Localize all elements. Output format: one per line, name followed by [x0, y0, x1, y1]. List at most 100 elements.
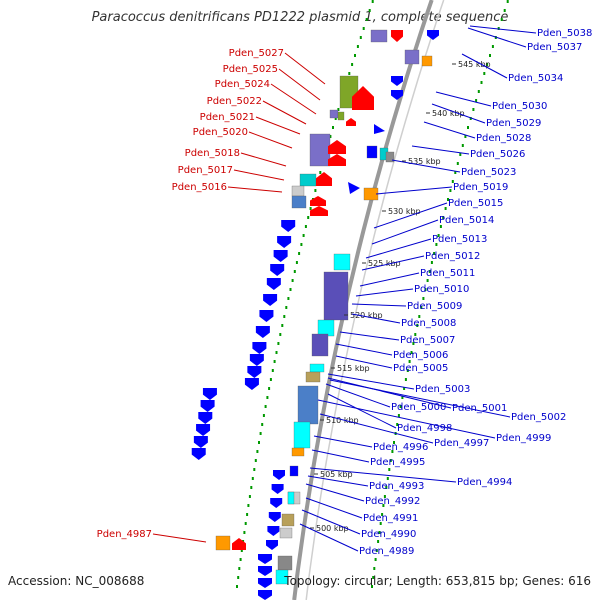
gc-dot-right [433, 252, 436, 255]
leader-line [335, 355, 393, 369]
gc-dot-left [309, 207, 312, 210]
gene-arrow-reverse [277, 236, 292, 248]
gc-dot-left [283, 315, 286, 318]
gc-dot-right [430, 261, 433, 264]
gc-dot-right [500, 18, 503, 21]
leader-line [307, 475, 369, 487]
backbone-inner-line [305, 0, 445, 600]
gc-dot-right [447, 198, 449, 201]
leader-line [233, 169, 285, 181]
gene-label-right: Pden_5034 [508, 73, 563, 84]
leader-line [305, 497, 363, 519]
gc-dot-left [371, 0, 374, 3]
gc-dot-right [412, 342, 415, 345]
gc-dot-right [403, 387, 406, 390]
gene-arrow-reverse [258, 566, 272, 576]
leader-line [152, 533, 207, 543]
gc-dot-left [251, 477, 254, 480]
gc-dot-right [426, 279, 429, 282]
leader-line [339, 331, 400, 341]
gc-dot-right [408, 360, 411, 363]
gene-label-right: Pden_5009 [407, 301, 462, 312]
gene-arrow-forward [391, 30, 403, 42]
gene-label-right: Pden_5030 [492, 101, 547, 112]
scale-label: 520 kbp [350, 311, 383, 320]
gene-arrow-reverse [391, 76, 403, 86]
gene-block [291, 447, 305, 457]
gene-arrow-forward [310, 196, 326, 206]
gene-label-right: Pden_5015 [448, 198, 503, 209]
gene-arrow-reverse [266, 540, 278, 550]
gc-dot-left [337, 108, 340, 111]
gene-arrow-forward [346, 118, 356, 126]
gc-dot-left [291, 279, 294, 282]
leader-line [317, 399, 496, 439]
gc-dot-left [293, 270, 296, 273]
gc-dot-right [381, 513, 384, 516]
gc-dot-left [300, 243, 303, 246]
gc-dot-right [461, 144, 464, 147]
leader-line [411, 145, 470, 155]
leader-line [240, 152, 287, 167]
gc-dot-left [256, 450, 259, 453]
leader-line [299, 523, 359, 552]
gc-dot-right [373, 567, 376, 570]
gc-dot-right [475, 99, 478, 102]
gc-dot-left [244, 522, 247, 525]
gc-dot-right [444, 207, 447, 210]
gene-block [287, 491, 295, 505]
gene-arrow-reverse [270, 264, 285, 276]
gene-label-right: Pden_5002 [511, 412, 566, 423]
leader-line [361, 255, 425, 271]
gc-dot-left [287, 297, 290, 300]
gc-dot-left [275, 351, 278, 354]
gc-dot-right [451, 180, 454, 183]
leader-line [327, 393, 397, 429]
gene-arrow-reverse [191, 448, 206, 460]
leader-line [467, 27, 527, 48]
gene-label-right: Pden_5006 [393, 350, 448, 361]
leader-line [365, 238, 432, 259]
gc-dot-left [319, 171, 322, 174]
gene-label-left: Pden_5021 [200, 112, 255, 123]
gene-arrow-reverse [268, 512, 281, 522]
gc-dot-right [383, 495, 386, 498]
gc-dot-left [250, 486, 253, 489]
gc-dot-right [437, 234, 440, 237]
gc-dot-left [359, 36, 362, 39]
gene-arrow-forward [352, 86, 374, 110]
gc-dot-left [307, 216, 310, 219]
gc-dot-right [418, 315, 421, 318]
gc-dot-right [480, 81, 483, 84]
gc-dot-right [372, 576, 375, 579]
leader-line [435, 91, 492, 107]
leader-line [351, 313, 401, 324]
gene-arrow-reverse [281, 220, 296, 232]
gc-dot-left [281, 324, 284, 327]
leader-line [373, 202, 448, 229]
gene-arrow-reverse [193, 436, 208, 448]
gc-dot-right [469, 117, 472, 120]
gene-label-left: Pden_5027 [229, 48, 284, 59]
scale-label: 530 kbp [388, 207, 421, 216]
gene-label-left: Pden_5020 [193, 127, 248, 138]
scale-label: 510 kbp [326, 416, 359, 425]
gc-dot-left [365, 18, 368, 21]
gene-label-right: Pden_5007 [400, 335, 455, 346]
gene-label-right: Pden_4992 [365, 496, 420, 507]
gene-arrow-reverse [263, 294, 278, 306]
gene-arrow-reverse [200, 400, 215, 412]
gene-arrow-reverse [374, 124, 385, 134]
gc-dot-right [472, 108, 475, 111]
gene-arrow-reverse [258, 590, 272, 600]
gene-label-left: Pden_5022 [207, 96, 262, 107]
gene-label-left: Pden_5025 [223, 64, 278, 75]
scale-label: 500 kbp [316, 524, 349, 533]
gc-dot-right [404, 378, 407, 381]
leader-line [469, 25, 537, 34]
gene-arrow-reverse [249, 354, 264, 366]
gene-block [363, 187, 379, 201]
gene-arrow-reverse [427, 30, 439, 40]
gc-dot-right [414, 333, 417, 336]
gc-dot-right [399, 405, 402, 408]
